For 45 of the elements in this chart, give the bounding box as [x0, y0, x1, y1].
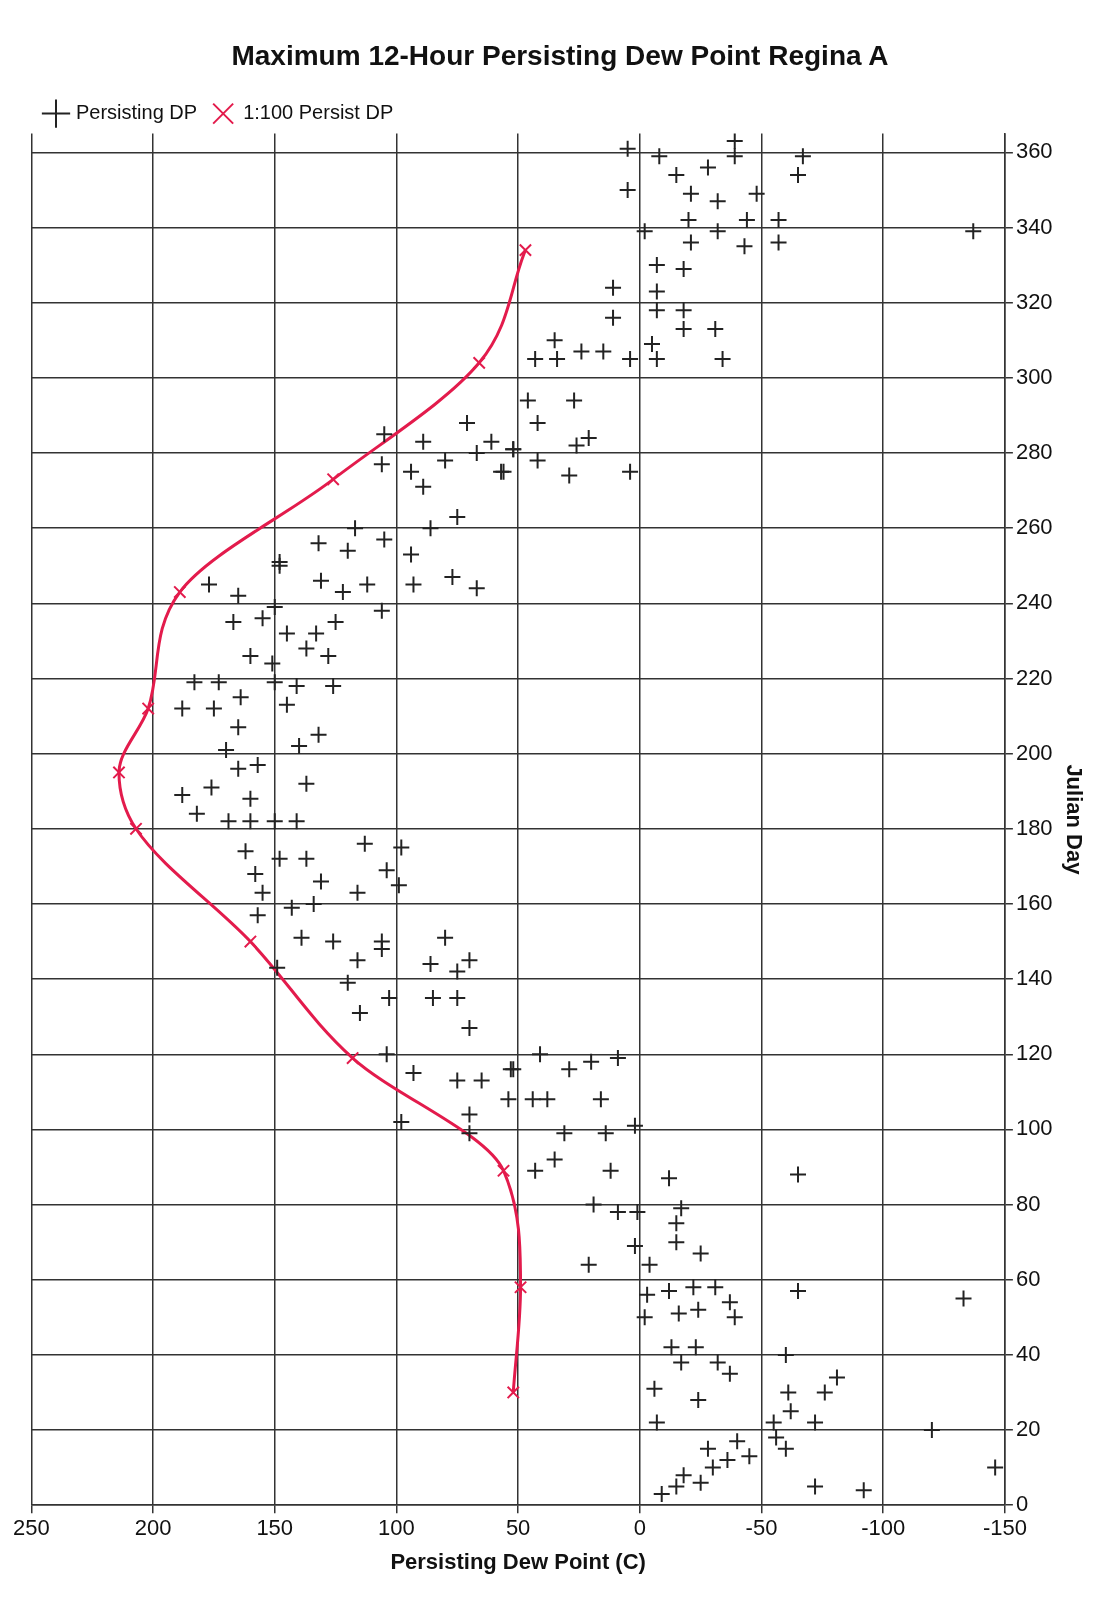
point: [496, 1164, 511, 1178]
y-tick-label: 120: [1015, 1040, 1053, 1066]
y-tick-label: 260: [1015, 514, 1053, 540]
x-axis-title: Persisting Dew Point (C): [390, 1548, 646, 1574]
point: [345, 1051, 360, 1065]
point: [472, 356, 486, 370]
point: [513, 1280, 528, 1294]
y-tick-label: 80: [1015, 1190, 1041, 1216]
x-tick-label: 50: [505, 1515, 531, 1541]
y-tick-label: 20: [1015, 1416, 1041, 1442]
x-tick-label: 150: [256, 1515, 294, 1541]
point: [518, 243, 533, 257]
y-tick-label: 200: [1015, 739, 1053, 765]
point: [326, 472, 340, 486]
point: [141, 701, 155, 716]
x-tick-label: -150: [982, 1515, 1027, 1541]
x-tick-label: 200: [134, 1515, 172, 1541]
y-tick-label: 300: [1015, 363, 1053, 389]
y-tick-label: 40: [1015, 1340, 1041, 1366]
point: [112, 765, 126, 780]
y-tick-label: 320: [1015, 288, 1053, 314]
y-tick-label: 280: [1015, 439, 1053, 465]
point: [243, 934, 258, 949]
legend-label: 1:100 Persist DP: [243, 101, 394, 124]
x-tick-label: -50: [745, 1515, 778, 1541]
point: [506, 1385, 520, 1400]
point: [173, 585, 187, 599]
y-tick-label: 160: [1015, 890, 1053, 916]
y-tick-label: 180: [1015, 814, 1053, 840]
y-tick-label: 340: [1015, 213, 1053, 239]
point: [129, 822, 143, 836]
y-tick-label: 140: [1015, 965, 1053, 991]
y-tick-label: 60: [1015, 1265, 1041, 1291]
x-tick-label: -100: [861, 1515, 906, 1541]
y-axis-title: Julian Day: [1061, 764, 1087, 876]
x-tick-label: 100: [378, 1515, 415, 1541]
y-tick-label: 220: [1015, 664, 1053, 690]
chart-title: Maximum 12-Hour Persisting Dew Point Regina A: [231, 39, 889, 71]
y-tick-label: 240: [1015, 589, 1053, 615]
y-tick-label: 0: [1015, 1491, 1029, 1517]
y-tick-label: 360: [1015, 138, 1053, 164]
x-tick-label: 250: [12, 1515, 50, 1541]
y-tick-label: 100: [1015, 1115, 1053, 1141]
x-tick-label: 0: [633, 1515, 646, 1541]
legend-label: Persisting DP: [76, 101, 198, 124]
